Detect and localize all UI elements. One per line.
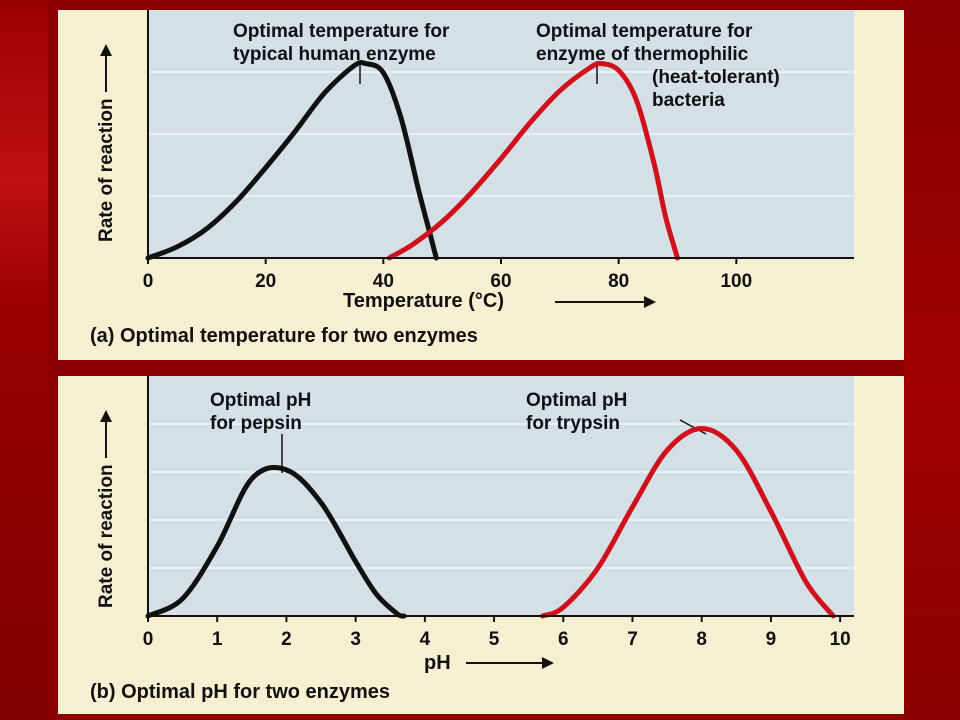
y-axis-title: Rate of reaction [96,464,117,608]
x-tick-label: 10 [830,629,851,650]
x-axis-title: Temperature (°C) [343,290,504,312]
x-tick-label: 4 [420,629,431,650]
series-line-red [386,61,680,261]
x-tick-label: 5 [489,629,500,650]
annotation-line: for pepsin [210,413,302,434]
x-tick-label: 1 [212,629,223,650]
x-tick-label: 8 [696,629,707,650]
series-line-red [540,426,836,619]
slide-left-decoration [0,0,48,720]
y-axis-title-group: Rate of reaction [96,44,117,242]
x-tick-label: 80 [608,271,629,292]
x-tick-label: 3 [350,629,361,650]
x-ticks: 0 1 2 3 4 5 6 7 8 9 10 [143,616,851,650]
x-tick-label: 60 [490,271,511,292]
x-tick-label: 0 [143,271,154,292]
x-tick-label: 100 [720,271,752,292]
temperature-chart-svg: Optimal temperature for typical human enz… [90,10,854,347]
annotation-line: Optimal pH [526,390,627,411]
x-tick-label: 9 [766,629,777,650]
x-ticks: 0 20 40 60 80 100 [143,258,752,292]
x-tick-label: 2 [281,629,292,650]
annotation-text: Optimal temperature for enzyme of thermop… [536,21,780,111]
grid-lines [148,71,854,197]
chart-caption: (b) Optimal pH for two enzymes [90,681,390,703]
y-axis-title: Rate of reaction [96,98,117,242]
y-axis-title-group: Rate of reaction [96,410,117,608]
x-axis-arrow [555,296,656,308]
series-group [145,426,836,619]
annotation-line: typical human enzyme [233,44,436,65]
x-axis-title: pH [424,652,451,674]
annotation-line: enzyme of thermophilic [536,44,749,65]
panel-ph-chart: Optimal pH for pepsin Optimal pH for trypsi… [58,376,904,714]
x-tick-label: 40 [373,271,394,292]
x-axis-arrow [466,657,554,669]
series-group [145,60,680,261]
annotation-text: Optimal temperature for typical human enz… [233,21,450,65]
annotation-text: Optimal pH for pepsin [210,390,311,434]
annotation-line: for trypsin [526,413,620,434]
x-tick-label: 6 [558,629,569,650]
panel-temperature-chart: Optimal temperature for typical human enz… [58,10,904,360]
series-line-black [145,60,439,261]
annotation-line: Optimal temperature for [233,21,450,42]
plot-background [148,376,854,616]
annotation-line: Optimal temperature for [536,21,753,42]
x-tick-label: 0 [143,629,154,650]
grid-lines [148,423,854,569]
annotation-line: bacteria [652,90,725,111]
x-tick-label: 20 [255,271,276,292]
annotation-line: Optimal pH [210,390,311,411]
x-tick-label: 7 [627,629,638,650]
annotation-text: Optimal pH for trypsin [526,390,627,434]
annotation-leader-line [679,419,707,435]
annotation-line: (heat-tolerant) [652,67,780,88]
annotations: Optimal temperature for typical human enz… [233,21,780,111]
slide-right-decoration [904,0,960,720]
series-line-black [145,465,407,619]
chart-caption: (a) Optimal temperature for two enzymes [90,325,478,347]
